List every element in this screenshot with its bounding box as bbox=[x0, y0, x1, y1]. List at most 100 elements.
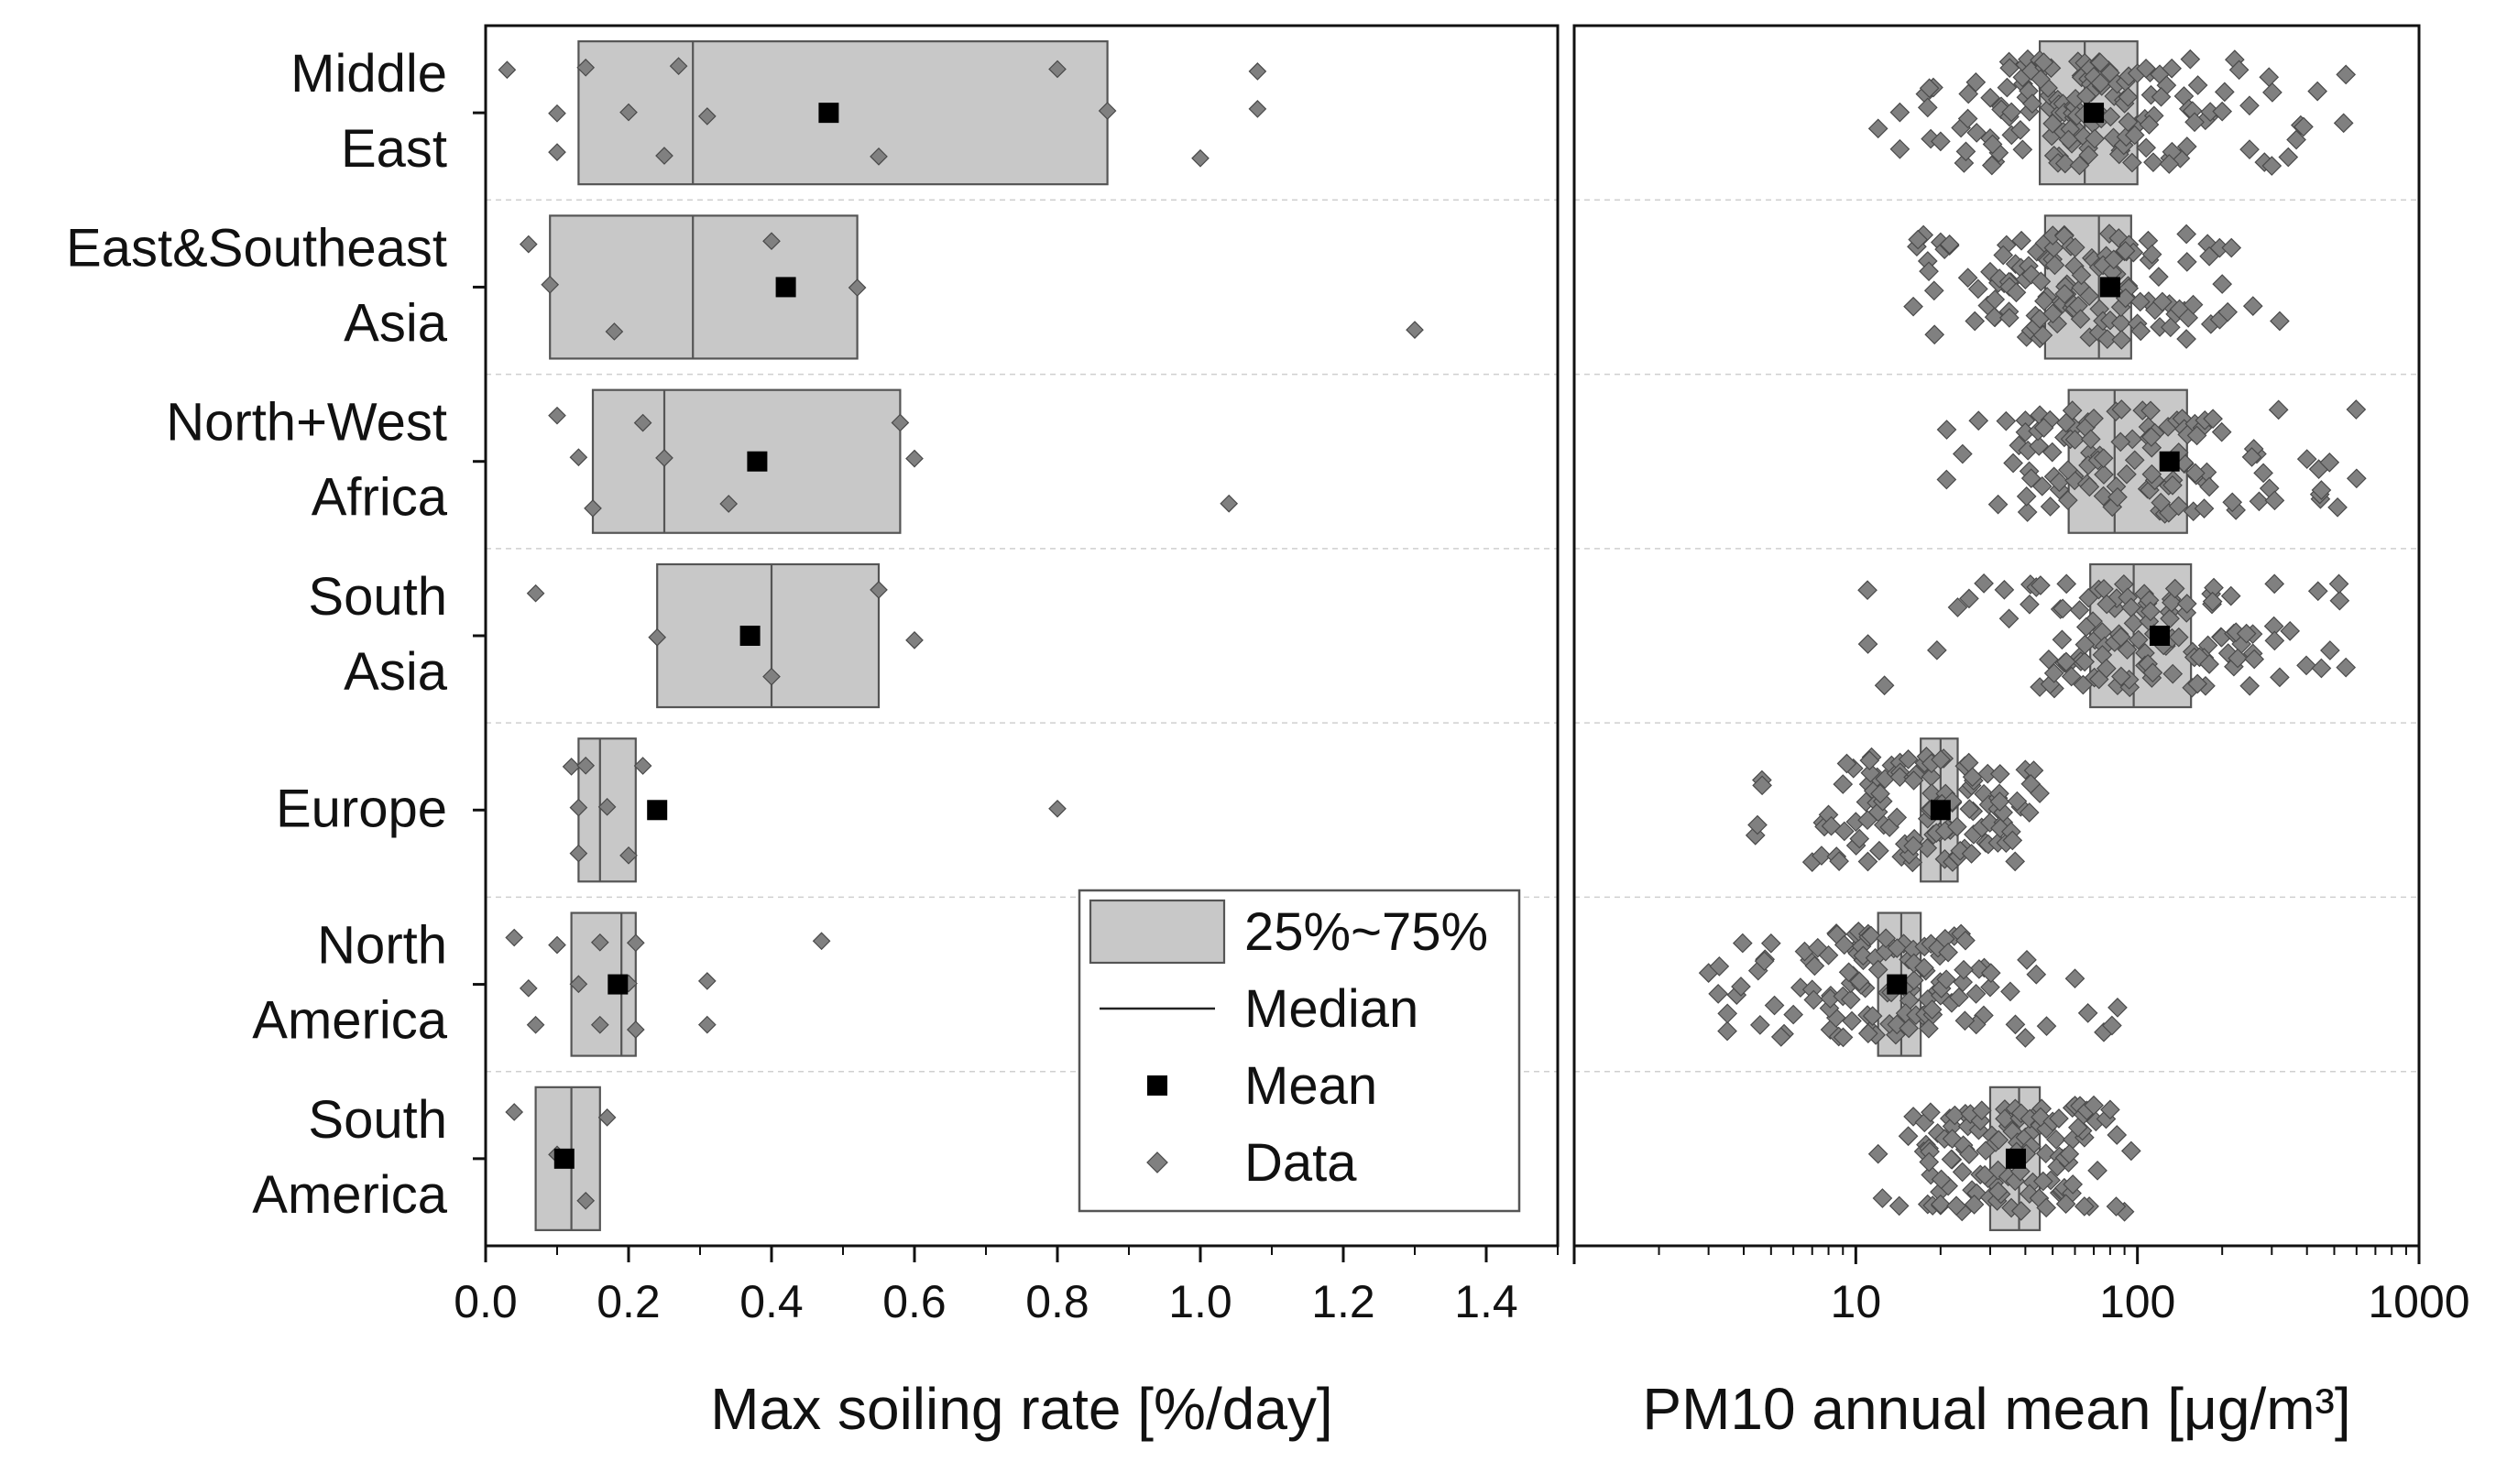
data-point bbox=[2075, 651, 2096, 672]
data-point bbox=[1760, 933, 1781, 954]
data-point bbox=[2071, 265, 2092, 286]
data-point bbox=[1936, 420, 1957, 440]
data-point bbox=[2151, 492, 2172, 513]
data-point bbox=[1754, 951, 1775, 972]
data-point bbox=[1919, 1018, 1939, 1039]
data-point bbox=[2311, 480, 2332, 500]
series-east-southeast-asia bbox=[519, 214, 1424, 360]
mean-marker bbox=[2099, 277, 2120, 298]
data-point bbox=[1957, 267, 1978, 289]
data-point bbox=[1887, 1014, 1908, 1035]
data-point bbox=[2117, 464, 2137, 485]
data-point bbox=[2327, 496, 2348, 518]
data-point bbox=[1887, 938, 1908, 958]
data-point bbox=[1803, 989, 1824, 1010]
data-point bbox=[2262, 82, 2283, 103]
data-point bbox=[2202, 591, 2223, 612]
mean-marker bbox=[647, 800, 668, 821]
soiling-panel bbox=[484, 24, 1560, 1248]
soiling-x-axis: 0.0 0.2 0.4 0.6 0.8 1.0 1.2 1.4 Max soiling rate… bbox=[454, 1246, 1559, 1442]
data-point bbox=[576, 58, 596, 77]
data-point bbox=[1872, 1188, 1893, 1208]
data-point bbox=[1938, 942, 1958, 963]
data-point bbox=[2183, 294, 2204, 315]
data-point bbox=[1994, 579, 2015, 600]
data-point bbox=[2058, 460, 2078, 480]
data-point bbox=[2336, 657, 2357, 678]
data-point bbox=[2328, 573, 2349, 595]
data-point bbox=[1981, 155, 2002, 176]
data-point bbox=[1874, 675, 1895, 696]
data-point bbox=[1708, 984, 1729, 1004]
data-point bbox=[2122, 152, 2142, 173]
data-point bbox=[1989, 764, 2010, 784]
x-tick-label: 1.0 bbox=[1168, 1276, 1232, 1327]
data-point bbox=[648, 627, 667, 647]
legend-mean-swatch bbox=[1147, 1075, 1167, 1096]
data-point bbox=[2136, 137, 2157, 158]
data-point bbox=[1717, 1020, 1737, 1042]
category-label: East&Southeast bbox=[66, 218, 447, 278]
legend-box-swatch bbox=[1089, 899, 1226, 965]
data-point bbox=[1988, 1129, 2009, 1151]
x-tick-label: 1000 bbox=[2368, 1276, 2469, 1327]
data-point bbox=[519, 235, 538, 254]
series-europe bbox=[562, 737, 1067, 883]
data-point bbox=[2009, 435, 2030, 456]
data-point bbox=[1923, 280, 1944, 301]
data-point bbox=[1955, 930, 1976, 951]
data-point bbox=[1919, 78, 1940, 99]
x-tick-label: 0.0 bbox=[454, 1276, 518, 1327]
data-point bbox=[1952, 1162, 1973, 1183]
data-point bbox=[2094, 464, 2114, 485]
data-point bbox=[2054, 284, 2075, 304]
data-point bbox=[2070, 309, 2091, 330]
data-point bbox=[2111, 399, 2132, 420]
data-point bbox=[2010, 1103, 2031, 1124]
data-point bbox=[1889, 138, 1910, 159]
data-point bbox=[2079, 476, 2100, 497]
data-point bbox=[2162, 592, 2182, 613]
data-point bbox=[1731, 977, 1751, 997]
data-point bbox=[1968, 410, 1989, 431]
data-point bbox=[1995, 1108, 2015, 1129]
data-point bbox=[1931, 1194, 1951, 1215]
data-point bbox=[2140, 601, 2161, 622]
data-point bbox=[1980, 87, 2000, 108]
mean-marker bbox=[1930, 800, 1951, 821]
data-point bbox=[576, 1191, 596, 1210]
data-point bbox=[2043, 663, 2064, 683]
data-point bbox=[2031, 475, 2053, 496]
category-label: North+West bbox=[166, 393, 447, 453]
data-point bbox=[1889, 102, 1910, 123]
data-point bbox=[1098, 102, 1117, 120]
data-point bbox=[1944, 1105, 1965, 1126]
series-south-america bbox=[1867, 1086, 2141, 1231]
data-point bbox=[2261, 156, 2283, 176]
data-point bbox=[2176, 252, 2197, 272]
iqr-box bbox=[549, 214, 859, 360]
x-tick-label: 0.2 bbox=[597, 1276, 661, 1327]
data-point bbox=[2118, 112, 2139, 132]
data-point bbox=[2124, 125, 2145, 146]
data-point bbox=[2143, 152, 2163, 173]
data-point bbox=[1965, 71, 1987, 93]
iqr-box bbox=[577, 40, 1109, 186]
data-point bbox=[548, 143, 566, 161]
data-point bbox=[2320, 640, 2340, 660]
data-point bbox=[2222, 492, 2243, 513]
data-point bbox=[1947, 597, 1968, 617]
x-tick-label: 100 bbox=[2099, 1276, 2175, 1327]
data-point bbox=[1048, 799, 1067, 818]
mean-marker bbox=[2005, 1148, 2026, 1169]
data-point bbox=[1959, 1144, 1979, 1164]
data-point bbox=[2311, 658, 2332, 679]
data-point bbox=[526, 1015, 545, 1034]
data-point bbox=[1954, 959, 1974, 980]
data-point bbox=[2128, 629, 2149, 650]
data-point bbox=[2162, 58, 2182, 79]
data-point bbox=[597, 797, 617, 816]
data-point bbox=[2010, 120, 2031, 140]
data-point bbox=[1931, 131, 1951, 152]
